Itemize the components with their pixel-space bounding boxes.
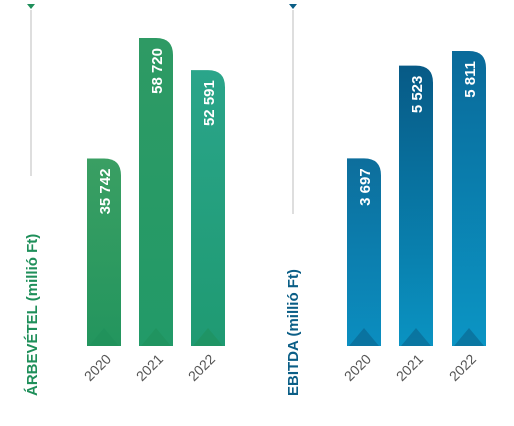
ebitda-value-label-2021: 5 523 <box>409 76 426 114</box>
revenue-ylabel: ÁRBEVÉTEL (millió Ft) <box>24 234 41 396</box>
ebitda-marker-icon <box>289 4 297 9</box>
revenue-year-label-2022: 2022 <box>185 351 218 384</box>
revenue-bar-2022 <box>191 70 225 347</box>
ebitda-bar-2021 <box>399 65 433 346</box>
ebitda-chart-panel: EBITDA (millió Ft) 3 697 2020 5 523 2021 5 8… <box>285 4 486 396</box>
ebitda-bar-base-triangle-2021 <box>401 328 431 346</box>
revenue-marker-icon <box>27 4 35 9</box>
revenue-bar-base-triangle-2020 <box>89 328 119 346</box>
ebitda-bar-base-triangle-2020 <box>349 328 379 346</box>
revenue-year-label-2020: 2020 <box>81 351 114 384</box>
ebitda-value-label-2022: 5 811 <box>462 61 479 98</box>
ebitda-year-label-2021: 2021 <box>393 351 426 384</box>
revenue-value-label-2020: 35 742 <box>97 169 114 215</box>
revenue-bar-2020 <box>87 158 121 346</box>
revenue-chart-panel: ÁRBEVÉTEL (millió Ft) 35 742 2020 58 720 20… <box>24 4 225 396</box>
ebitda-ylabel: EBITDA (millió Ft) <box>285 269 302 396</box>
revenue-bar-base-triangle-2021 <box>141 328 171 346</box>
ebitda-bar-base-triangle-2022 <box>454 328 484 346</box>
revenue-bar-base-triangle-2022 <box>193 328 223 346</box>
ebitda-value-label-2020: 3 697 <box>357 168 374 206</box>
revenue-year-label-2021: 2021 <box>133 351 166 384</box>
revenue-value-label-2022: 52 591 <box>201 80 218 126</box>
ebitda-bar-2022 <box>452 51 486 346</box>
ebitda-bar-2020 <box>347 158 381 346</box>
revenue-value-label-2021: 58 720 <box>149 48 166 94</box>
ebitda-year-label-2020: 2020 <box>341 351 374 384</box>
ebitda-year-label-2022: 2022 <box>446 351 479 384</box>
revenue-bar-2021 <box>139 38 173 346</box>
